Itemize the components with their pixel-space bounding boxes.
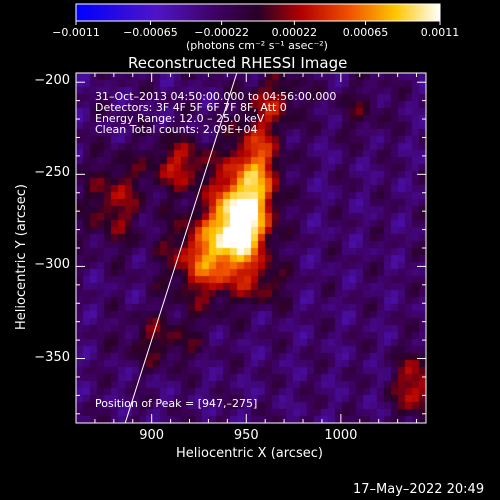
- limb-line: [124, 72, 238, 424]
- colorbar: [76, 4, 440, 21]
- x-tick-label: 1000: [324, 428, 358, 443]
- colorbar-tick-label: 0.00022: [271, 26, 318, 39]
- chart-title: Reconstructed RHESSI Image: [128, 54, 348, 72]
- colorbar-ticks: [75, 3, 441, 25]
- colorbar-tick-label: −0.00022: [194, 26, 249, 39]
- x-axis-label: Heliocentric X (arcsec): [176, 446, 323, 461]
- footer-timestamp: 17–May–2022 20:49: [353, 482, 485, 497]
- colorbar-units-label: (photons cm⁻² s⁻¹ asec⁻²): [186, 39, 328, 52]
- rhessi-image: [76, 73, 426, 423]
- x-tick-label: 900: [139, 428, 165, 443]
- colorbar-tick-label: −0.0011: [52, 26, 100, 39]
- y-axis-label: Heliocentric Y (arcsec): [14, 184, 29, 330]
- colorbar-frame: [75, 3, 441, 22]
- header-energy-range: Energy Range: 12.0 – 25.0 keV: [95, 112, 265, 125]
- colorbar-tick-label: 0.00065: [342, 26, 389, 39]
- y-tick-label: −300: [34, 257, 70, 273]
- plot-header-text: 31–Oct–2013 04:50:00.000 to 04:56:00.000…: [95, 91, 336, 135]
- header-clean-counts: Clean Total counts: 2.09E+04: [95, 123, 258, 136]
- x-tick-label: 950: [233, 428, 259, 443]
- colorbar-tick-label: 0.0011: [420, 26, 460, 39]
- y-tick-label: −350: [34, 349, 70, 365]
- y-tick-label: −200: [34, 73, 70, 89]
- header-time-range: 31–Oct–2013 04:50:00.000 to 04:56:00.000: [95, 90, 337, 103]
- header-detectors: Detectors: 3F 4F 5F 6F 7F 8F, Att 0: [95, 101, 287, 114]
- colorbar-tick-label: −0.00065: [123, 26, 178, 39]
- peak-position-label: Position of Peak = [947,–275]: [95, 397, 258, 410]
- y-tick-label: −250: [34, 165, 70, 181]
